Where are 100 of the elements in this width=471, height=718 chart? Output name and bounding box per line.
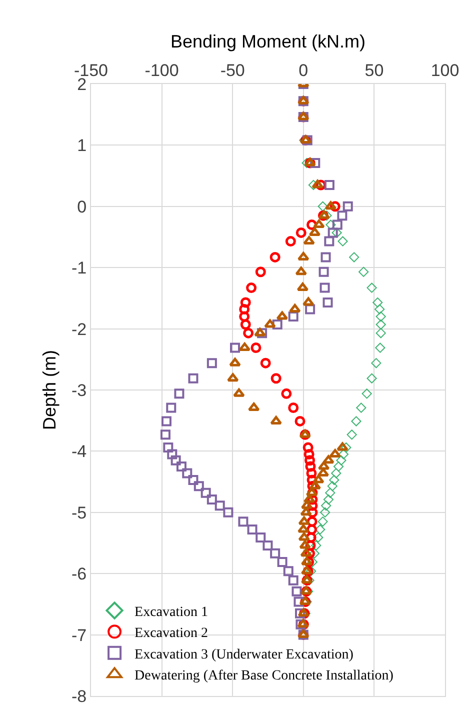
- point: [302, 297, 314, 306]
- point: [321, 500, 332, 511]
- point: [327, 481, 338, 492]
- point: [262, 540, 273, 550]
- point: [310, 158, 320, 168]
- point: [320, 507, 330, 518]
- point: [317, 468, 330, 476]
- point: [308, 227, 321, 236]
- point: [375, 342, 386, 353]
- point: [320, 252, 331, 262]
- point: [243, 328, 254, 338]
- point: [374, 304, 385, 314]
- point: [304, 449, 314, 460]
- point: [311, 540, 322, 550]
- point: [358, 266, 369, 277]
- point: [295, 608, 305, 618]
- point: [376, 328, 386, 338]
- point: [324, 180, 334, 190]
- point: [338, 449, 349, 460]
- point: [223, 507, 234, 518]
- point: [338, 236, 348, 246]
- point: [206, 494, 217, 505]
- point: [333, 461, 344, 472]
- point: [296, 227, 306, 238]
- point: [298, 252, 310, 260]
- point: [200, 488, 211, 498]
- point: [298, 524, 310, 533]
- point: [294, 416, 306, 426]
- y-axis-title: Depth (m): [40, 350, 60, 430]
- point: [322, 297, 333, 308]
- point: [332, 228, 342, 238]
- point: [233, 388, 245, 397]
- x-tick-label: 50: [364, 61, 384, 80]
- point: [240, 297, 251, 308]
- point: [288, 575, 298, 586]
- point: [283, 566, 294, 576]
- point: [307, 556, 318, 568]
- point: [332, 220, 342, 230]
- y-tick-label: -3: [71, 380, 87, 400]
- point: [300, 507, 312, 516]
- point: [292, 586, 302, 596]
- point: [296, 619, 306, 630]
- point: [229, 358, 241, 366]
- point: [318, 266, 329, 277]
- x-tick-label: -100: [144, 61, 179, 80]
- point: [174, 388, 184, 399]
- point: [250, 342, 262, 354]
- point: [346, 430, 357, 440]
- point: [320, 282, 330, 293]
- point: [257, 328, 268, 338]
- point: [214, 500, 225, 511]
- point: [300, 556, 313, 566]
- point: [328, 228, 338, 238]
- y-tick-label: -6: [71, 564, 87, 584]
- point: [239, 304, 250, 314]
- point: [351, 416, 362, 426]
- point: [306, 566, 316, 576]
- point: [276, 311, 288, 320]
- point: [188, 373, 198, 384]
- point: [260, 358, 271, 368]
- point: [270, 252, 280, 262]
- point: [329, 474, 340, 486]
- point: [299, 540, 311, 549]
- point: [194, 481, 204, 492]
- point: [308, 180, 318, 190]
- point: [318, 461, 330, 470]
- point: [281, 388, 292, 399]
- point: [329, 449, 341, 458]
- point: [356, 402, 366, 413]
- y-tick-label: -1: [71, 258, 87, 278]
- point: [285, 236, 296, 247]
- point: [247, 524, 258, 535]
- point: [161, 416, 172, 426]
- x-tick-label: -50: [220, 61, 245, 80]
- point: [256, 532, 266, 542]
- point: [255, 266, 266, 278]
- point: [246, 282, 257, 294]
- point: [362, 388, 372, 399]
- point: [289, 304, 301, 312]
- x-tick-label: 0: [298, 61, 308, 80]
- point: [302, 442, 314, 453]
- point: [312, 180, 324, 188]
- point: [288, 402, 299, 413]
- point: [239, 311, 250, 322]
- point: [318, 516, 328, 527]
- point: [254, 328, 266, 336]
- y-tick-label: -8: [71, 686, 87, 706]
- point: [166, 402, 176, 413]
- y-tick-label: 0: [77, 197, 87, 216]
- point: [323, 494, 334, 505]
- legend-label: Dewatering (After Base Concrete Installation): [134, 668, 394, 684]
- point: [264, 319, 276, 328]
- point: [160, 430, 170, 440]
- point: [272, 320, 282, 330]
- point: [309, 480, 322, 490]
- point: [303, 236, 315, 245]
- point: [206, 358, 217, 368]
- point: [309, 548, 320, 558]
- point: [238, 516, 248, 527]
- point: [337, 210, 348, 221]
